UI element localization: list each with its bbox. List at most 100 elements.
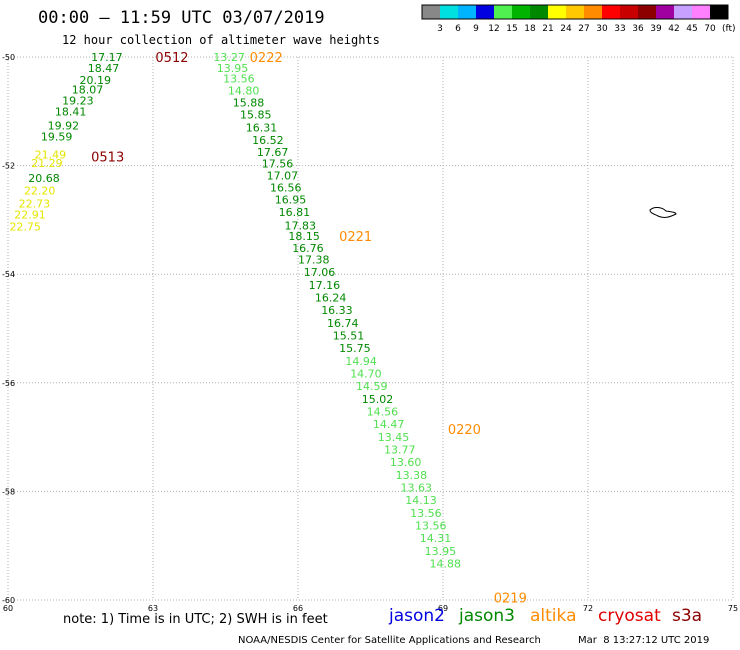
colorbar-swatch <box>530 5 548 19</box>
wave-height-value: 14.70 <box>350 368 382 381</box>
wave-height-value: 20.19 <box>80 74 112 87</box>
footer-credit: NOAA/NESDIS Center for Satellite Applica… <box>238 635 541 646</box>
wave-height-value: 13.56 <box>410 507 442 520</box>
wave-height-value: 17.16 <box>309 279 341 292</box>
legend-cryosat: cryosat <box>598 606 661 626</box>
colorbar-label: 27 <box>578 24 589 34</box>
colorbar-label: 30 <box>596 24 608 34</box>
wave-height-value: 16.56 <box>270 181 302 194</box>
colorbar-label: 6 <box>455 24 461 34</box>
colorbar-swatch <box>692 5 710 19</box>
colorbar-swatch <box>440 5 458 19</box>
colorbar-label: 36 <box>632 24 644 34</box>
legend-altika: altika <box>530 606 577 626</box>
colorbar-label: 70 <box>704 24 716 34</box>
colorbar-swatch <box>458 5 476 19</box>
y-tick-label: -52 <box>2 162 15 171</box>
legend-jason2: jason2 <box>389 606 445 626</box>
wave-height-value: 13.45 <box>378 431 410 444</box>
wave-height-value: 17.06 <box>304 266 336 279</box>
x-tick-label: 72 <box>583 604 593 613</box>
wave-height-value: 22.91 <box>14 208 46 221</box>
wave-height-value: 14.13 <box>405 494 437 507</box>
wave-height-value: 16.95 <box>275 193 307 206</box>
wave-height-value: 16.24 <box>315 292 347 305</box>
wave-height-value: 14.59 <box>356 380 388 393</box>
y-tick-label: -54 <box>2 270 15 279</box>
y-tick-label: -58 <box>2 487 15 496</box>
wave-height-value: 17.83 <box>284 219 316 232</box>
wave-height-value: 18.07 <box>72 84 104 97</box>
colorbar-swatch <box>566 5 584 19</box>
pass-time-label: 0513 <box>91 150 124 165</box>
wave-height-value: 18.47 <box>88 62 120 75</box>
wave-height-value: 14.56 <box>367 406 399 419</box>
wave-height-value: 13.77 <box>384 444 416 457</box>
colorbar-swatch <box>422 5 440 19</box>
colorbar-label: 42 <box>668 24 679 34</box>
colorbar-swatch <box>602 5 620 19</box>
wave-height-value: 16.31 <box>246 122 277 135</box>
wave-height-value: 13.56 <box>415 520 447 533</box>
wave-height-value: 21.49 <box>35 149 66 162</box>
wave-height-value: 22.75 <box>9 220 41 233</box>
colorbar-swatch <box>620 5 638 19</box>
wave-height-value: 15.75 <box>339 342 371 355</box>
wave-height-value: 17.07 <box>267 169 299 182</box>
colorbar-swatch <box>656 5 674 19</box>
wave-height-value: 18.41 <box>55 105 86 118</box>
x-tick-label: 60 <box>3 604 13 613</box>
wave-height-value: 22.20 <box>24 185 56 198</box>
lat-lon-grid <box>7 56 734 601</box>
colorbar-label: 33 <box>614 24 625 34</box>
wave-height-value: 13.27 <box>213 51 245 64</box>
wave-height-value: 13.56 <box>223 73 255 86</box>
colorbar-unit: (ft) <box>722 24 736 34</box>
wave-height-value: 13.95 <box>217 62 249 75</box>
wave-height-value: 13.63 <box>400 482 432 495</box>
pass-time-label: 0219 <box>494 591 527 606</box>
x-tick-label: 69 <box>438 604 448 613</box>
colorbar-swatch <box>548 5 566 19</box>
colorbar-label: 3 <box>437 24 443 34</box>
wave-height-value: 17.38 <box>298 254 330 267</box>
legend-s3a: s3a <box>672 606 703 626</box>
wave-height-value: 14.80 <box>228 85 260 98</box>
wave-height-value: 20.68 <box>28 172 60 185</box>
colorbar-label: 45 <box>686 24 697 34</box>
wave-height-value: 16.52 <box>252 134 283 147</box>
colorbar-swatch <box>710 5 728 19</box>
chart-subtitle: 12 hour collection of altimeter wave hei… <box>62 33 380 47</box>
wave-height-value: 15.85 <box>240 109 272 122</box>
colorbar-label: 9 <box>473 24 479 34</box>
y-tick-label: -50 <box>2 53 15 62</box>
colorbar-swatch <box>638 5 656 19</box>
y-tick-label: -60 <box>2 596 15 605</box>
colorbar-label: 12 <box>488 24 499 34</box>
footer-note: note: 1) Time is in UTC; 2) SWH is in fe… <box>63 612 328 627</box>
wave-height-value: 16.33 <box>321 304 353 317</box>
colorbar-label: 15 <box>506 24 517 34</box>
pass-time-label: 0512 <box>155 51 188 66</box>
pass-time-label: 0221 <box>339 230 372 245</box>
chart-title: 00:00 – 11:59 UTC 03/07/2019 <box>38 8 325 28</box>
colorbar-swatch <box>512 5 530 19</box>
colorbar-label: 24 <box>560 24 572 34</box>
y-tick-label: -56 <box>2 379 15 388</box>
wave-height-value: 19.92 <box>48 119 79 132</box>
pass-time-labels: 0512 0513 0222 0221 0220 0219 <box>91 51 527 606</box>
colorbar-label: 39 <box>650 24 662 34</box>
footer-timestamp: Mar 8 13:27:12 UTC 2019 <box>578 635 710 646</box>
wave-height-value: 21.29 <box>31 157 63 170</box>
wave-height-value: 13.38 <box>396 469 428 482</box>
wave-height-value: 15.51 <box>333 330 365 343</box>
wave-height-value: 14.88 <box>429 558 461 571</box>
colorbar-label: 21 <box>542 24 553 34</box>
wave-height-value: 16.81 <box>279 206 311 219</box>
pass-time-label: 0220 <box>448 423 481 438</box>
island-outline <box>649 207 677 218</box>
wave-height-value: 22.73 <box>19 198 50 211</box>
wave-height-value: 16.76 <box>292 242 324 255</box>
